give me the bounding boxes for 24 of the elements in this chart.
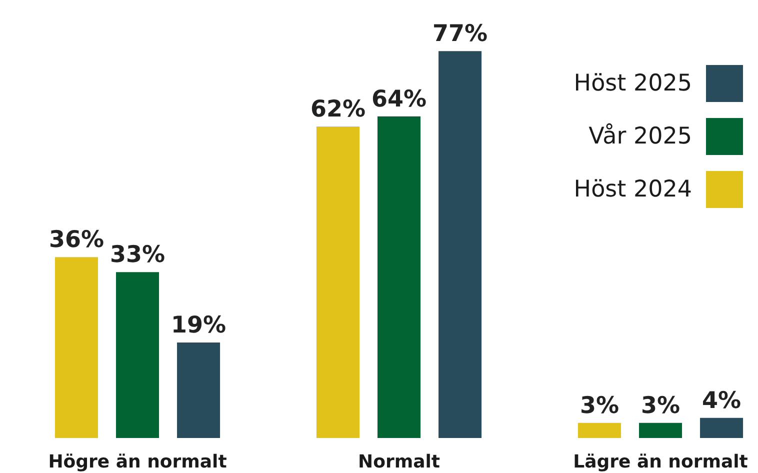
bar <box>377 116 421 438</box>
x-tick-label: Normalt <box>358 452 440 472</box>
bar <box>116 272 160 438</box>
legend-label: Höst 2025 <box>574 70 692 96</box>
x-tick-label: Lägre än normalt <box>573 452 748 472</box>
bar <box>700 418 744 438</box>
legend-label: Höst 2024 <box>574 176 692 202</box>
bar <box>638 422 682 438</box>
legend-label: Vår 2025 <box>588 122 692 150</box>
bar <box>578 422 621 438</box>
data-label: 4% <box>702 388 742 414</box>
bar <box>54 257 98 438</box>
data-label: 19% <box>170 312 226 339</box>
bar <box>316 126 360 438</box>
data-label: 3% <box>640 392 680 419</box>
data-label: 77% <box>432 21 488 48</box>
data-label: 62% <box>310 96 366 122</box>
data-label: 64% <box>371 86 427 112</box>
bar <box>438 51 482 438</box>
data-label: 36% <box>48 227 104 254</box>
data-label: 3% <box>580 392 620 419</box>
data-label: 33% <box>110 242 166 268</box>
x-tick-label: Högre än normalt <box>48 452 228 472</box>
bar <box>177 342 220 438</box>
